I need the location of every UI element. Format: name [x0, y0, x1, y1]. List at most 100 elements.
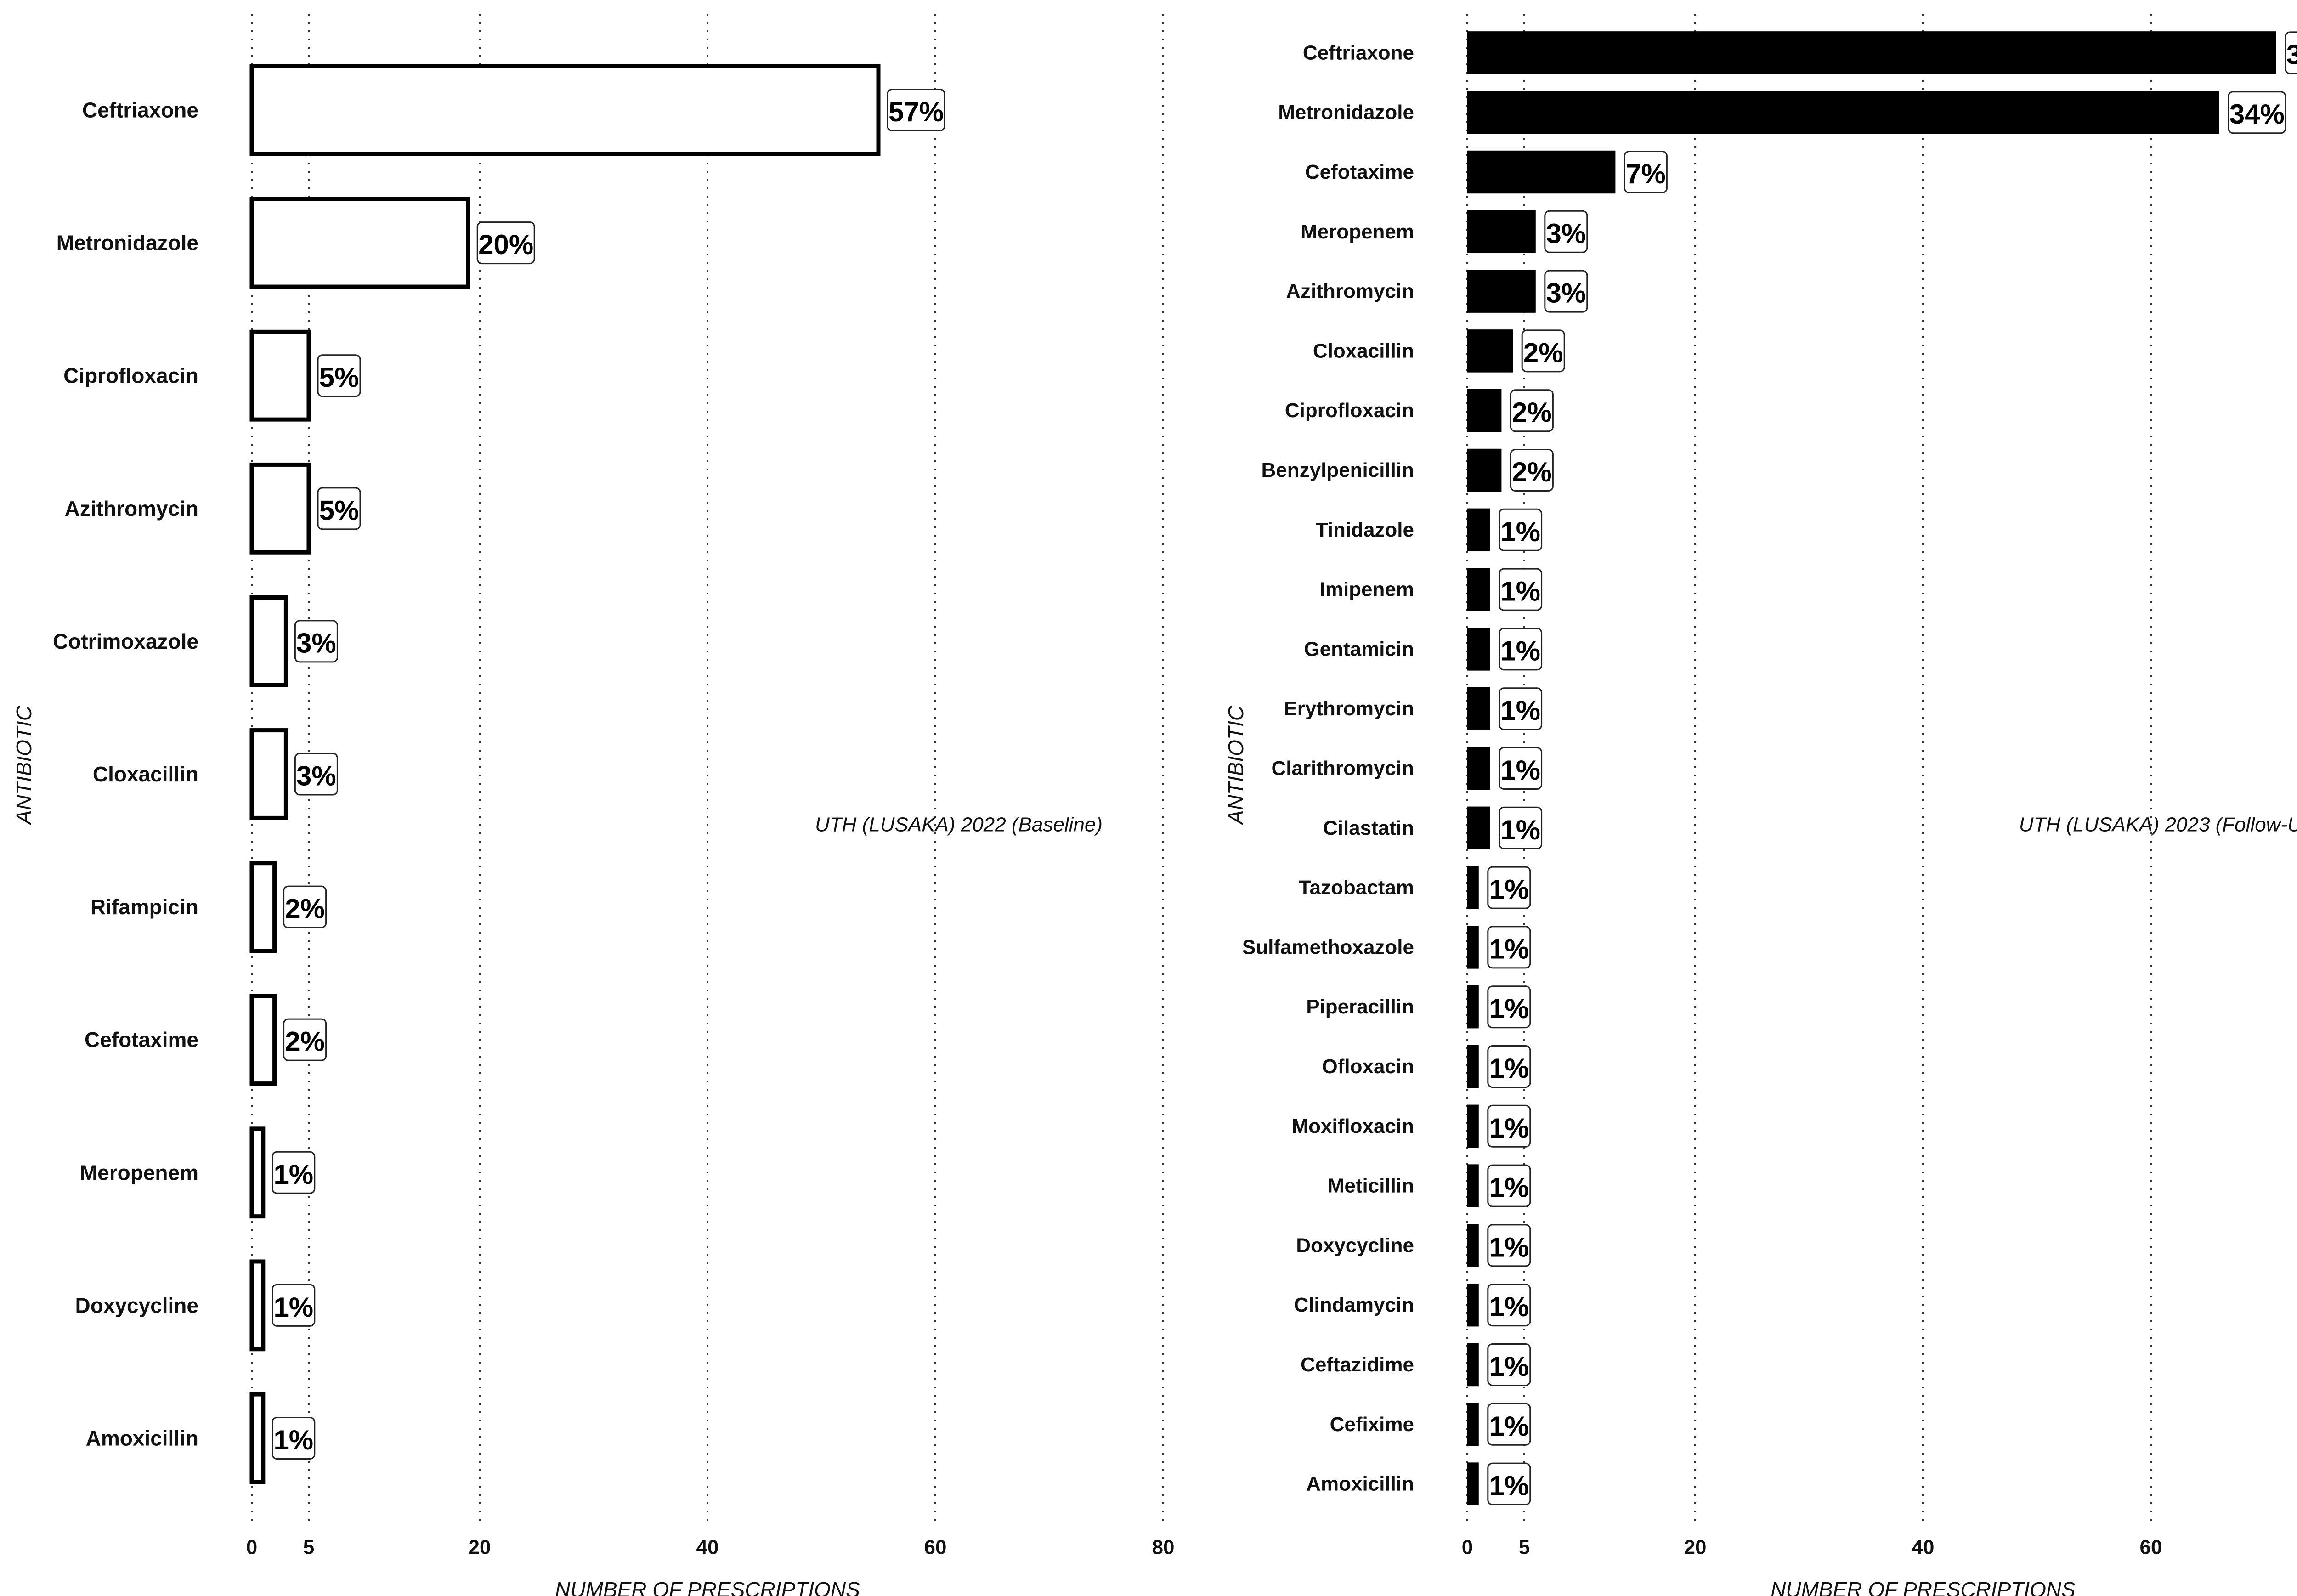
category-label: Benzylpenicillin [1261, 459, 1414, 481]
bar-value-box [1544, 210, 1588, 253]
category-label: Clarithromycin [1271, 757, 1414, 780]
category-label: Amoxicillin [1306, 1473, 1414, 1495]
bar-value-label: 1% [1500, 755, 1540, 786]
bar-value-box [1510, 389, 1554, 432]
category-label: Clindamycin [1294, 1294, 1414, 1316]
bar-value-box [294, 620, 338, 663]
x-tick-label: 0 [1462, 1536, 1473, 1559]
category-label: Azithromycin [65, 497, 198, 521]
x-tick-label: 5 [1519, 1536, 1530, 1559]
bar-value-label: 3% [1546, 278, 1586, 309]
category-label: Cloxacillin [1313, 340, 1414, 362]
category-label: Cotrimoxazole [53, 629, 198, 653]
category-label: Meropenem [1301, 221, 1414, 243]
bar [249, 595, 288, 687]
category-label: Doxycycline [1296, 1234, 1414, 1256]
bar [1467, 91, 2219, 134]
bar-value-box [1487, 985, 1531, 1029]
bar [1467, 1045, 1479, 1088]
bar [249, 329, 311, 422]
bar-value-label: 7% [1626, 158, 1666, 189]
bar-value-box [2285, 31, 2297, 74]
bar-value-label: 2% [285, 1026, 325, 1057]
chart-panel-2: Ceftriaxone 36% Metronidazole 34% Cefotaxime… [1224, 14, 2297, 1596]
bar-value-box [272, 1416, 316, 1460]
bar [1467, 1403, 1479, 1446]
bar [249, 1392, 266, 1484]
bar-value-label: 5% [319, 362, 359, 393]
bar-value-label: 1% [1500, 815, 1540, 845]
bar-value-label: 3% [1546, 218, 1586, 249]
category-label: Piperacillin [1306, 996, 1414, 1018]
bar [1467, 210, 1536, 254]
bar-value-box [294, 753, 338, 796]
bar-value-label: 3% [296, 628, 336, 658]
bar-value-label: 1% [1500, 695, 1540, 726]
category-label: Cefotaxime [1305, 161, 1414, 183]
bar [1467, 1164, 1479, 1207]
bar [1467, 329, 1513, 373]
bar [1467, 1343, 1479, 1387]
bar-value-label: 1% [1500, 635, 1540, 666]
bar [1467, 508, 1490, 552]
bar-value-label: 1% [273, 1292, 313, 1323]
category-label: Metronidazole [57, 231, 198, 255]
category-label: Tazobactam [1299, 877, 1414, 899]
bar-value-label: 1% [1500, 516, 1540, 547]
bar-value-label: 1% [1489, 1471, 1529, 1501]
bar-value-label: 5% [319, 495, 359, 526]
y-axis-title: ANTIBIOTIC [12, 705, 36, 826]
category-label: Ciprofloxacin [63, 364, 198, 388]
bar [1467, 1224, 1479, 1267]
bar [1467, 389, 1502, 432]
bar-value-label: 1% [1489, 1411, 1529, 1442]
category-label: Metronidazole [1278, 101, 1414, 124]
x-tick-label: 5 [303, 1536, 314, 1559]
category-label: Meticillin [1328, 1175, 1414, 1197]
bar [1467, 866, 1479, 909]
bar [1467, 150, 1616, 194]
bar-value-box [1499, 806, 1543, 849]
category-label: Ceftazidime [1301, 1353, 1414, 1376]
bar-value-box [1487, 1104, 1531, 1148]
bar-value-label: 2% [1512, 457, 1552, 487]
bar-value-box [1487, 1224, 1531, 1267]
bar-value-box [1499, 508, 1543, 551]
category-label: Meropenem [80, 1160, 198, 1184]
y-axis-title: ANTIBIOTIC [1224, 705, 1248, 826]
bar-value-label: 1% [1489, 1172, 1529, 1203]
bar-value-box [1499, 628, 1543, 671]
bar-value-box [317, 487, 361, 530]
category-label: Ciprofloxacin [1285, 399, 1414, 422]
category-label: Imipenem [1320, 578, 1414, 601]
category-label: Ofloxacin [1322, 1055, 1414, 1078]
category-label: Tinidazole [1316, 519, 1414, 541]
category-label: Ceftriaxone [1303, 41, 1414, 64]
bar-value-box [272, 1151, 316, 1194]
bar [1467, 747, 1490, 790]
bar-value-box [1487, 1403, 1531, 1446]
bar [1467, 1462, 1479, 1505]
bar-value-label: 2% [285, 894, 325, 924]
category-label: Cefotaxime [85, 1028, 198, 1052]
bar [1467, 985, 1479, 1029]
bar-value-box [887, 89, 945, 132]
bar-value-label: 1% [1500, 576, 1540, 607]
bar-value-label: 20% [478, 229, 533, 260]
bar-value-box [1487, 866, 1531, 909]
bar-value-label: 1% [1489, 993, 1529, 1024]
bar-value-label: 57% [888, 96, 944, 127]
bar-value-box [1487, 1284, 1531, 1327]
bar-value-box [1624, 151, 1668, 193]
bar [249, 994, 277, 1086]
bar-value-box [1499, 747, 1543, 790]
bar [1467, 687, 1490, 730]
category-label: Rifampicin [91, 895, 198, 919]
bar-value-box [1487, 1343, 1531, 1386]
bar [249, 861, 277, 953]
bar [1467, 568, 1490, 611]
x-axis-title: NUMBER OF PRESCRIPTIONS [555, 1578, 860, 1596]
bar-value-box [1544, 270, 1588, 313]
bar [249, 1259, 266, 1352]
